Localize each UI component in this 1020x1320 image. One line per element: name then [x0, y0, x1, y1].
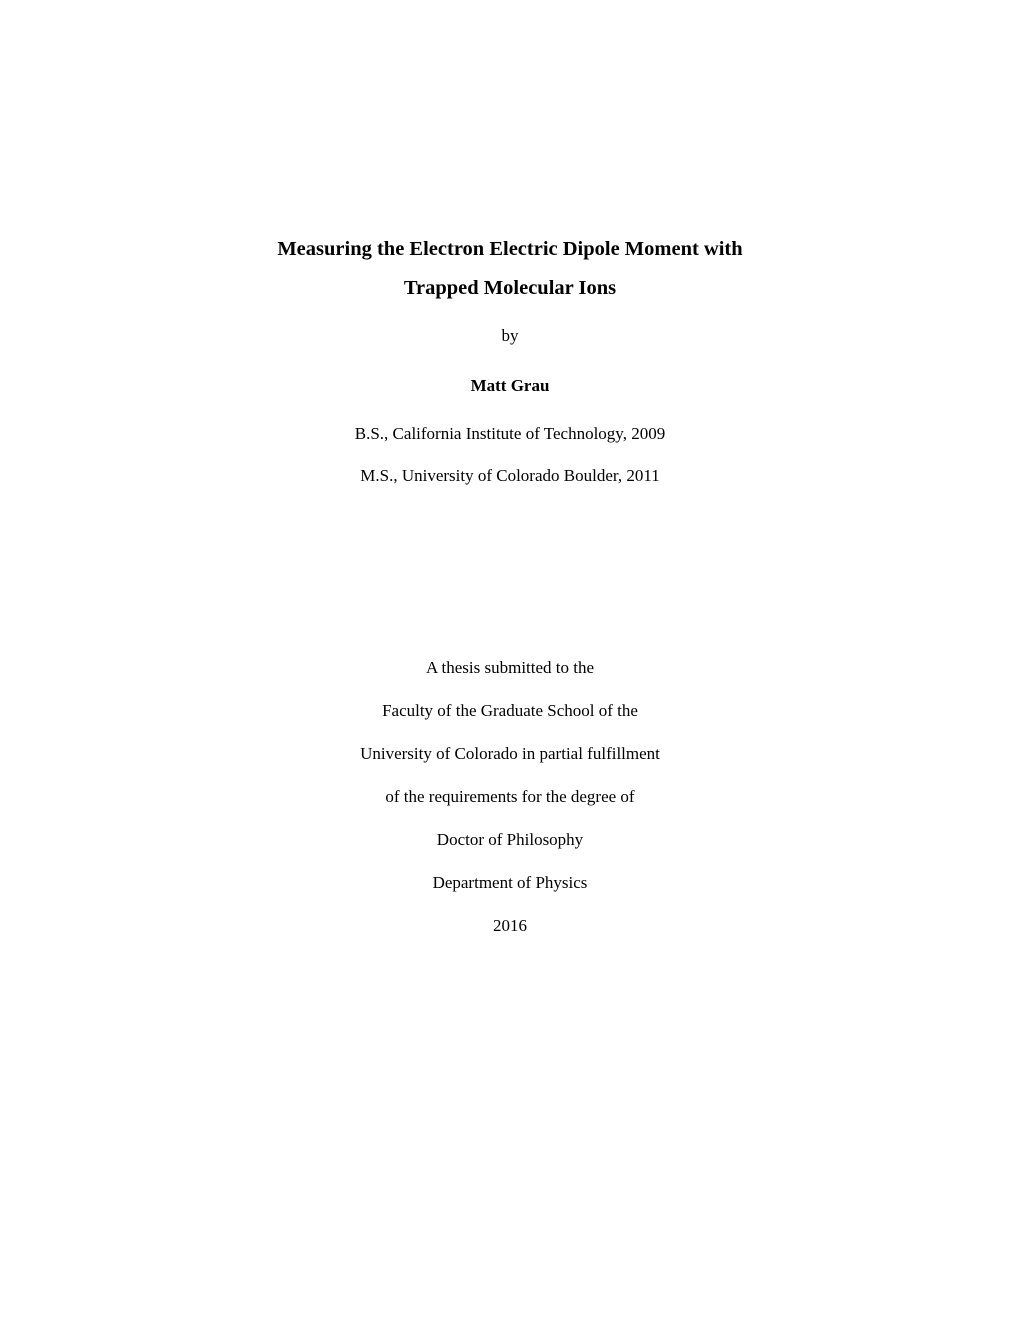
submission-line-6: Department of Physics: [160, 874, 860, 891]
author-name: Matt Grau: [160, 376, 860, 396]
submission-line-1: A thesis submitted to the: [160, 659, 860, 676]
submission-line-3: University of Colorado in partial fulfil…: [160, 745, 860, 762]
submission-block: A thesis submitted to the Faculty of the…: [160, 659, 860, 934]
by-label: by: [160, 326, 860, 346]
prior-degree-bs: B.S., California Institute of Technology…: [160, 424, 860, 444]
submission-line-5: Doctor of Philosophy: [160, 831, 860, 848]
prior-degree-ms: M.S., University of Colorado Boulder, 20…: [160, 466, 860, 486]
submission-line-2: Faculty of the Graduate School of the: [160, 702, 860, 719]
submission-line-4: of the requirements for the degree of: [160, 788, 860, 805]
title-block: Measuring the Electron Electric Dipole M…: [160, 230, 860, 486]
thesis-title-page: Measuring the Electron Electric Dipole M…: [0, 0, 1020, 1320]
thesis-title-line1: Measuring the Electron Electric Dipole M…: [160, 230, 860, 269]
submission-line-7: 2016: [160, 917, 860, 934]
thesis-title-line2: Trapped Molecular Ions: [160, 269, 860, 308]
